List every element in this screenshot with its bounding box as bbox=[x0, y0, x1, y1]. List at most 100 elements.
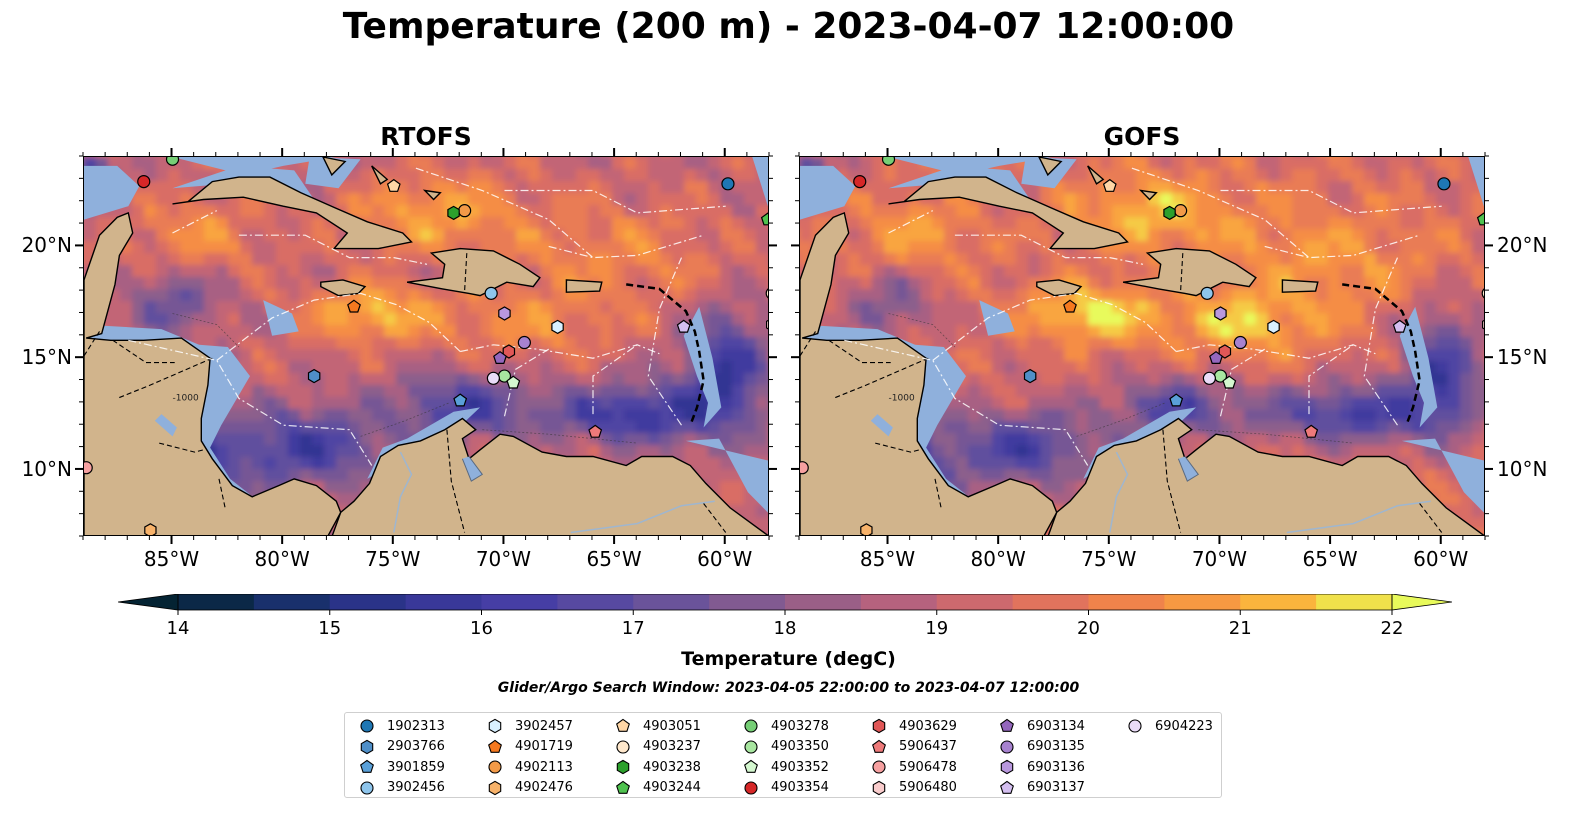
country-border bbox=[446, 429, 466, 533]
land bbox=[322, 157, 347, 177]
float-marker-3901859 bbox=[1169, 393, 1184, 407]
lon-tick-label: 60°W bbox=[697, 547, 753, 571]
lesser-antilles bbox=[1342, 283, 1421, 426]
legend-item: 4901719 bbox=[487, 738, 573, 756]
float-marker-4901719 bbox=[347, 299, 361, 313]
colorbar-bin bbox=[557, 594, 634, 610]
land bbox=[371, 165, 389, 185]
colorbar-tick-label: 14 bbox=[167, 618, 190, 639]
float-marker-2903766 bbox=[1023, 368, 1037, 384]
eez-boundary bbox=[1219, 348, 1266, 417]
bathymetry-contour bbox=[1198, 429, 1354, 444]
legend-marker-hexagon bbox=[1000, 759, 1014, 775]
colorbar-bin bbox=[405, 594, 483, 610]
bathymetry-contour bbox=[888, 313, 956, 348]
legend-item: 4903352 bbox=[743, 758, 829, 776]
country-border bbox=[1419, 503, 1443, 533]
float-marker-6904223 bbox=[1202, 371, 1216, 385]
rtofs-map: -1000 bbox=[83, 156, 769, 536]
axis-ticks bbox=[75, 148, 777, 544]
country-border bbox=[116, 357, 213, 399]
legend-item: 6903137 bbox=[999, 779, 1085, 797]
legend-item: 4903244 bbox=[615, 779, 701, 797]
lake-nicaragua bbox=[154, 414, 177, 437]
legend-item: 5906480 bbox=[871, 779, 957, 797]
legend-marker-pentagon bbox=[360, 759, 374, 773]
legend-marker-pentagon bbox=[488, 739, 502, 753]
float-marker-6904223 bbox=[486, 371, 500, 385]
lake-maracaibo bbox=[461, 456, 484, 482]
shelf-water bbox=[752, 157, 768, 207]
legend-marker-circle bbox=[360, 780, 374, 795]
legend-marker-pentagon bbox=[1000, 780, 1014, 794]
legend-label: 4901719 bbox=[515, 739, 573, 754]
river bbox=[1109, 451, 1129, 533]
colorbar-bin bbox=[860, 594, 938, 610]
legend-item: 6903134 bbox=[999, 717, 1085, 735]
eez-boundary bbox=[1176, 344, 1376, 359]
float-marker-3902456 bbox=[484, 286, 498, 300]
float-marker-3901859 bbox=[453, 393, 468, 407]
legend-label: 4903354 bbox=[771, 780, 829, 795]
land bbox=[1087, 165, 1105, 185]
legend-item: 4902113 bbox=[487, 758, 573, 776]
land bbox=[1122, 247, 1257, 297]
land bbox=[406, 247, 541, 297]
float-marker-6903135 bbox=[517, 335, 531, 350]
colorbar-bin bbox=[178, 594, 255, 610]
eez-boundary bbox=[1363, 257, 1399, 426]
float-marker-4903237 bbox=[765, 288, 768, 299]
float-marker-2903766 bbox=[307, 368, 321, 384]
lake-maracaibo bbox=[1177, 456, 1200, 482]
legend-marker-circle bbox=[488, 760, 502, 774]
panel-title-gofs: GOFS bbox=[1103, 122, 1181, 151]
legend-item: 3902457 bbox=[487, 717, 573, 735]
legend-label: 6903134 bbox=[1027, 718, 1085, 734]
legend-label: 6904223 bbox=[1155, 718, 1213, 734]
map-canvas: -1000 bbox=[800, 157, 1484, 535]
float-marker-5906437 bbox=[1304, 424, 1319, 438]
colorbar-bin bbox=[1088, 594, 1165, 610]
land bbox=[331, 417, 768, 535]
colorbar-under-arrow bbox=[118, 594, 179, 611]
legend-marker-circle bbox=[744, 739, 758, 754]
float-marker-4903354 bbox=[853, 174, 867, 189]
legend-label: 4903244 bbox=[643, 780, 701, 795]
lat-tick-label: 20°N bbox=[21, 233, 72, 258]
legend-item: 6904223 bbox=[1127, 717, 1213, 735]
figure-title: Temperature (200 m) - 2023-04-07 12:00:0… bbox=[342, 6, 1235, 47]
colorbar-tick-label: 19 bbox=[925, 618, 948, 639]
contour-label: -1000 bbox=[173, 394, 199, 404]
lon-tick-label: 65°W bbox=[586, 547, 642, 571]
legend-label: 5906478 bbox=[899, 759, 957, 775]
legend-item: 4903278 bbox=[743, 717, 829, 735]
float-marker-1902313 bbox=[1437, 177, 1451, 191]
contour-label: -1000 bbox=[889, 394, 915, 404]
legend-item: 2903766 bbox=[359, 738, 445, 756]
bathymetry-contour bbox=[482, 429, 638, 444]
float-marker-6903136 bbox=[1214, 306, 1227, 321]
country-border bbox=[218, 478, 227, 511]
lon-tick-label: 85°W bbox=[143, 547, 200, 571]
legend-item: 5906478 bbox=[871, 758, 957, 776]
eez-boundary bbox=[238, 234, 428, 265]
eez-boundary bbox=[1308, 344, 1354, 415]
legend-label: 4903278 bbox=[771, 718, 829, 734]
colorbar-bin bbox=[1240, 594, 1317, 610]
colorbar-over-arrow bbox=[1391, 594, 1452, 611]
country-border bbox=[832, 357, 929, 399]
panel-title-rtofs: RTOFS bbox=[380, 122, 472, 151]
country-border bbox=[800, 331, 816, 357]
legend-item: 6903135 bbox=[999, 738, 1085, 756]
lat-tick-label: 15°N bbox=[1497, 345, 1548, 370]
eez-boundary bbox=[592, 344, 638, 415]
legend-marker-pentagon bbox=[616, 718, 630, 732]
river bbox=[393, 451, 413, 533]
legend-label: 4903051 bbox=[643, 718, 701, 734]
country-border bbox=[934, 478, 943, 511]
float-marker-1902313 bbox=[721, 177, 735, 191]
legend-label: 4903237 bbox=[643, 739, 701, 754]
colorbar-tick-label: 22 bbox=[1381, 618, 1404, 639]
colorbar-tick-label: 20 bbox=[1077, 618, 1100, 639]
river bbox=[1286, 500, 1431, 534]
